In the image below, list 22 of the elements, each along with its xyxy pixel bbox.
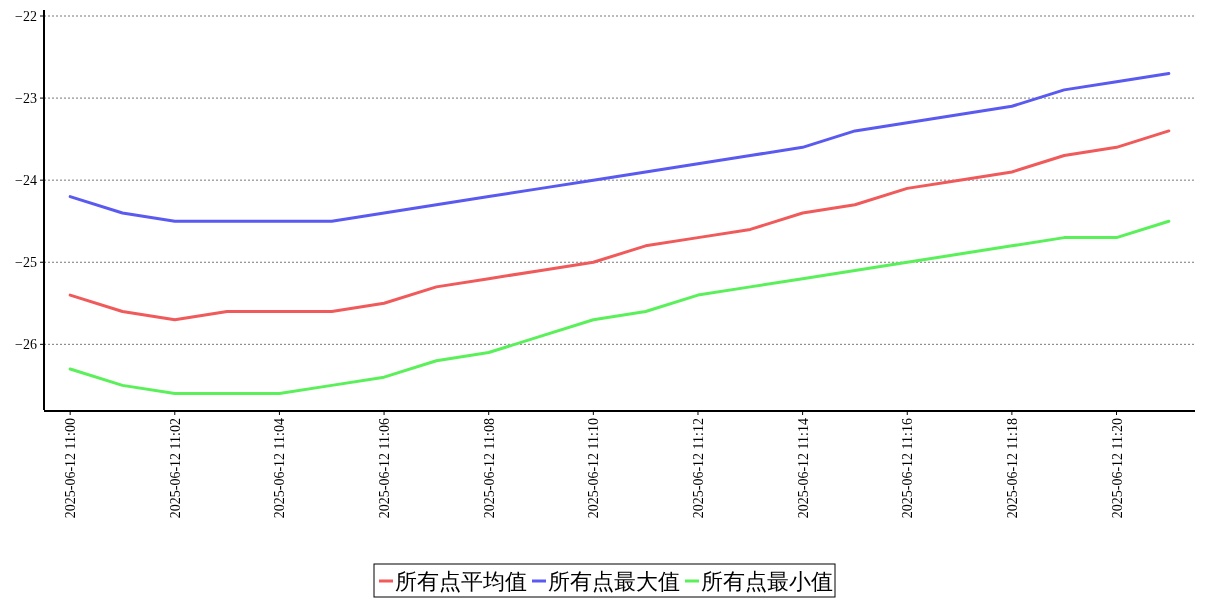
x-tick-label: 2025-06-12 11:18 [1004,418,1020,519]
legend-label: 所有点最小值 [701,569,833,594]
line-series [68,71,1171,223]
line-series [68,219,1171,396]
x-tick-label: 2025-06-12 11:14 [795,418,811,519]
x-tick-label: 2025-06-12 11:20 [1109,418,1125,519]
y-tick-label: −24 [15,173,37,189]
line-series [68,129,1171,322]
x-tick-label: 2025-06-12 11:04 [272,418,288,519]
x-tick-label: 2025-06-12 11:06 [377,418,393,519]
x-tick-label: 2025-06-12 11:08 [481,418,497,519]
y-tick-label: −23 [15,91,37,107]
x-tick-label: 2025-06-12 11:02 [167,418,183,519]
x-tick-label: 2025-06-12 11:00 [63,418,79,519]
legend-label: 所有点最大值 [548,569,680,594]
y-tick-label: −25 [15,255,37,271]
y-tick-label: −26 [15,337,37,353]
y-tick-label: −22 [15,9,37,24]
x-tick-label: 2025-06-12 11:12 [690,418,706,519]
x-tick-label: 2025-06-12 11:10 [586,418,602,519]
legend-label: 所有点平均值 [395,569,527,594]
x-tick-label: 2025-06-12 11:16 [900,418,916,519]
